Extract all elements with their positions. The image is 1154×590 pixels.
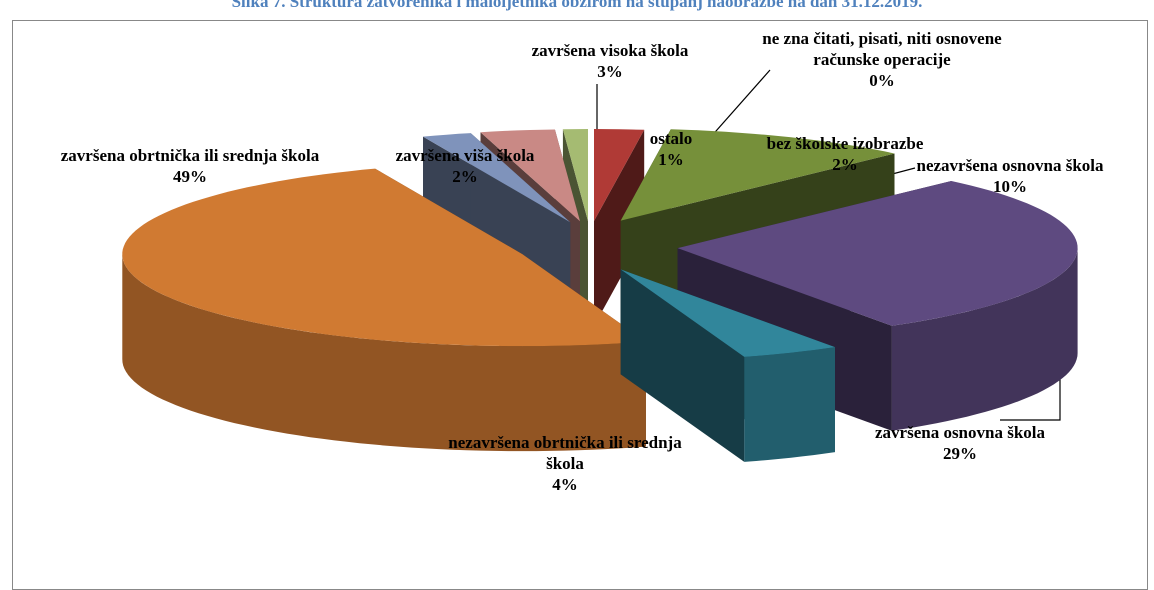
value-label: 2% xyxy=(452,167,478,186)
slice-top xyxy=(620,269,835,357)
category-label: nezavršena osnovna škola xyxy=(916,156,1104,175)
slice-top xyxy=(423,133,571,223)
slice-top xyxy=(620,129,895,221)
category-label: ostalo xyxy=(649,129,693,148)
data-label: završena visoka škola 3% xyxy=(500,40,720,82)
slice-side xyxy=(594,129,645,326)
chart-title: Slika 7. Struktura zatvorenika i malolje… xyxy=(231,0,923,11)
category-label: ne zna čitati, pisati, niti osnovene rač… xyxy=(762,29,1002,69)
data-label: završena viša škola 2% xyxy=(365,145,565,187)
value-label: 1% xyxy=(658,150,684,169)
category-label: završena visoka škola xyxy=(531,41,689,60)
slice-top xyxy=(122,168,646,347)
category-label: bez školske izobrazbe xyxy=(766,134,924,153)
category-label: završena osnovna škola xyxy=(874,423,1046,442)
data-label: završena osnovna škola 29% xyxy=(830,422,1090,464)
value-label: 0% xyxy=(869,71,895,90)
data-label: ostalo 1% xyxy=(631,128,711,170)
data-label: završena obrtnička ili srednja škola 49% xyxy=(55,145,325,187)
data-label: nezavršena osnovna škola 10% xyxy=(915,155,1105,197)
slice-top xyxy=(562,129,588,221)
data-label: bez školske izobrazbe 2% xyxy=(725,133,965,175)
slice-wall xyxy=(122,254,646,452)
value-label: 29% xyxy=(943,444,977,463)
category-label: završena obrtnička ili srednja škola xyxy=(60,146,320,165)
slice-wall xyxy=(891,248,1078,431)
slice-top xyxy=(480,129,580,222)
slice-side xyxy=(620,269,745,462)
value-label: 2% xyxy=(832,155,858,174)
slice-top xyxy=(594,129,645,221)
category-label: završena viša škola xyxy=(395,146,535,165)
slice-wall xyxy=(744,347,835,462)
slice xyxy=(122,168,646,452)
value-label: 49% xyxy=(173,167,207,186)
slice xyxy=(594,129,645,326)
data-label: ne zna čitati, pisati, niti osnovene rač… xyxy=(757,28,1007,91)
data-label: nezavršena obrtnička ili srednja škola 4% xyxy=(445,432,685,495)
value-label: 3% xyxy=(597,62,623,81)
slice xyxy=(620,269,835,462)
value-label: 10% xyxy=(993,177,1027,196)
slice-top xyxy=(677,181,1078,326)
category-label: nezavršena obrtnička ili srednja škola xyxy=(448,433,682,473)
value-label: 4% xyxy=(552,475,578,494)
